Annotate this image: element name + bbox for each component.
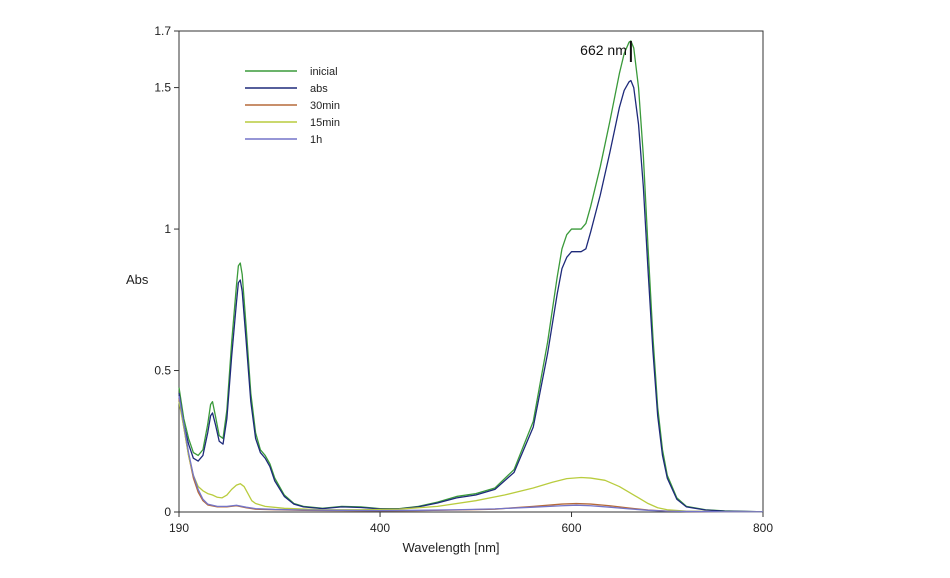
plot-frame — [178, 30, 764, 513]
legend-label-30min: 30min — [310, 100, 340, 112]
series-layer — [178, 40, 764, 513]
y-axis-title: Abs — [126, 272, 149, 287]
y-tick-label: 0.5 — [154, 364, 171, 378]
legend-label-abs: abs — [310, 83, 328, 95]
x-tick-label: 400 — [370, 521, 390, 535]
y-tick-label: 1.7 — [154, 24, 171, 38]
y-tick-label: 1 — [164, 222, 171, 236]
x-axis-title: Wavelength [nm] — [402, 540, 499, 555]
legend-label-inicial: inicial — [310, 66, 338, 78]
legend: inicial abs 30min 15min 1h — [245, 66, 340, 146]
legend-label-15min: 15min — [310, 117, 340, 129]
y-tick-label: 1.5 — [154, 81, 171, 95]
y-tick-label: 0 — [164, 505, 171, 519]
x-tick-label: 190 — [169, 521, 189, 535]
series-line-abs — [178, 79, 764, 513]
series-line-inicial — [178, 40, 764, 513]
annotation: 662 nm — [580, 41, 632, 62]
plot-area — [178, 30, 764, 513]
peak-label: 662 nm — [580, 42, 627, 58]
series-line-1h — [178, 395, 763, 513]
x-tick-label: 800 — [753, 521, 773, 535]
axes-layer: 190 400 600 800 0 0.5 1 1.5 1.7 Wavelength [nm] Ab… — [126, 24, 773, 555]
x-tick-label: 600 — [562, 521, 582, 535]
legend-label-1h: 1h — [310, 134, 322, 146]
